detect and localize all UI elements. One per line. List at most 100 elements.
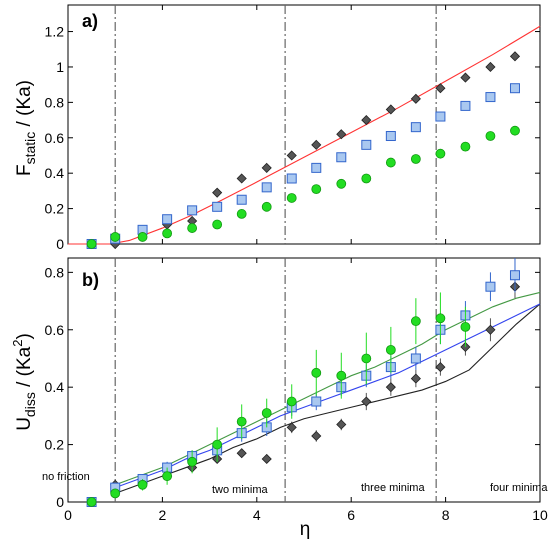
panel-a-square-point [311,162,322,173]
panel-a-series-line [68,25,541,245]
panel-a-square-point [212,201,223,212]
panel-a-circle-point [212,219,223,230]
panel-b-circle-point [361,353,372,364]
panel-a-square-point [485,92,496,103]
panel-a-circle-point [385,157,396,168]
panel-b-diamond-point [361,396,372,407]
panel-a-circle-point [162,228,173,239]
panel-a-diamond-point [361,115,372,126]
panel-a-circle-point [435,148,446,159]
panel-a-y-tick-label: 0.2 [45,201,65,217]
panel-a-diamond-point [236,173,247,184]
panel-a-diamond-point [286,150,297,161]
panel-b-circle-point [162,471,173,482]
panel-b-circle-point [286,396,297,407]
panel-b-square-point [485,281,496,292]
panel-a-circle-point [236,209,247,219]
panel-a-circle-point [410,154,421,164]
panel-b-x-tick-label: 8 [442,507,450,523]
panel-b-region-label: four minima [490,482,548,494]
panel-a-diamond-point [435,83,446,94]
panel-a-square-point [336,152,347,163]
panel-a-diamond-point [261,162,272,173]
panel-b-diamond-point [435,362,446,373]
panel-b-plot-frame [67,257,541,503]
panel-b-x-tick-label: 10 [532,507,548,523]
panel-b-diamond-point [385,382,396,393]
panel-b-y-tick-label: 0.6 [45,322,65,338]
panel-a-square-point [361,139,372,150]
panel-a-diamond-point [485,61,496,73]
panel-a-square-point [385,131,396,142]
panel-a-circle-point [336,178,347,189]
panel-a-square-point [261,182,272,193]
panel-a-circle-point [510,125,520,136]
panel-b-y-tick-label: 0.8 [45,264,65,280]
panel-b-series-line [115,303,541,489]
panel-b-y-tick-label: 0.4 [45,379,65,395]
panel-a-circle-point [137,232,148,242]
panel-b-diamond-point [336,419,347,430]
panel-a-y-tick-label: 0.6 [45,130,65,146]
panel-a-circle-point [485,131,496,141]
panel-b-circle-point [311,367,322,378]
panel-a-square-point [162,214,173,225]
panel-a-square-point [410,122,421,133]
panel-a: a) Fstatic / (Ka) 0 0.2 0.4 0.6 0.8 1 1.2 [14,4,541,252]
panel-a-square-point [435,111,446,122]
panel-b-circle-point [110,488,121,499]
panel-a-diamond-point [509,51,521,62]
panel-b-diamond-point [286,422,297,433]
panel-a-square-point [509,83,520,94]
panel-b-circle-point [435,313,446,324]
panel-a-diamond-point [311,139,322,150]
panel-b-series-line [115,303,541,494]
panel-a-circle-point [261,201,272,212]
panel-b-square-point [410,353,421,364]
panel-a-circle-point [110,232,121,242]
panel-b-y-tick-label: 0 [56,494,64,510]
panel-a-y-tick-label: 0.8 [45,94,65,110]
panel-a-y-tick-label: 0.4 [45,165,65,181]
panel-a-y-tick-label: 0 [56,236,64,252]
panel-a-diamond-point [336,129,347,140]
panel-a-circle-point [311,184,322,195]
panel-b-x-tick-label: 2 [159,507,167,523]
panel-a-circle-point [187,223,198,233]
panel-b-circle-point [187,456,198,467]
panel-a-square-point [236,194,247,205]
panel-b-region-label: three minima [361,482,425,494]
panel-b-x-axis-label: η [300,519,311,540]
panel-b-diamond-point [236,448,247,459]
panel-a-diamond-point [385,104,396,115]
panel-a-plot-frame [67,4,541,245]
panel-b-x-tick-label: 0 [64,507,72,523]
panel-b-circle-point [86,497,97,507]
panel-a-circle-point [86,239,97,249]
panel-b-square-point [509,270,520,281]
panel-b-series-line [115,291,541,486]
panel-a-diamond-point [212,187,223,198]
panel-a-label: a) [82,11,98,31]
panel-b-y-tick-label: 0.2 [45,437,65,453]
panel-b-circle-point [137,479,148,490]
panel-a-square-point [460,100,471,111]
panel-b-circle-point [460,321,471,332]
panel-b-circle-point [385,344,396,355]
panel-b-diamond-point [410,373,421,384]
panel-b-circle-point [410,316,421,327]
panel-a-y-tick-label: 1 [56,59,64,75]
panel-b-y-axis-label: Udiss / (Ka2) [10,333,38,431]
panel-b-diamond-point [485,324,496,335]
panel-a-circle-point [460,141,471,152]
panel-a-square-point [286,173,297,184]
panel-b-region-label: two minima [212,484,269,496]
panel-b-circle-point [261,408,272,418]
panel-b-x-tick-label: 6 [347,507,355,523]
panel-b-diamond-point [261,453,272,465]
panel-b-diamond-point [311,430,322,442]
panel-b-circle-point [236,416,247,427]
panel-b-circle-point [336,370,347,381]
panel-a-diamond-point [410,93,421,104]
